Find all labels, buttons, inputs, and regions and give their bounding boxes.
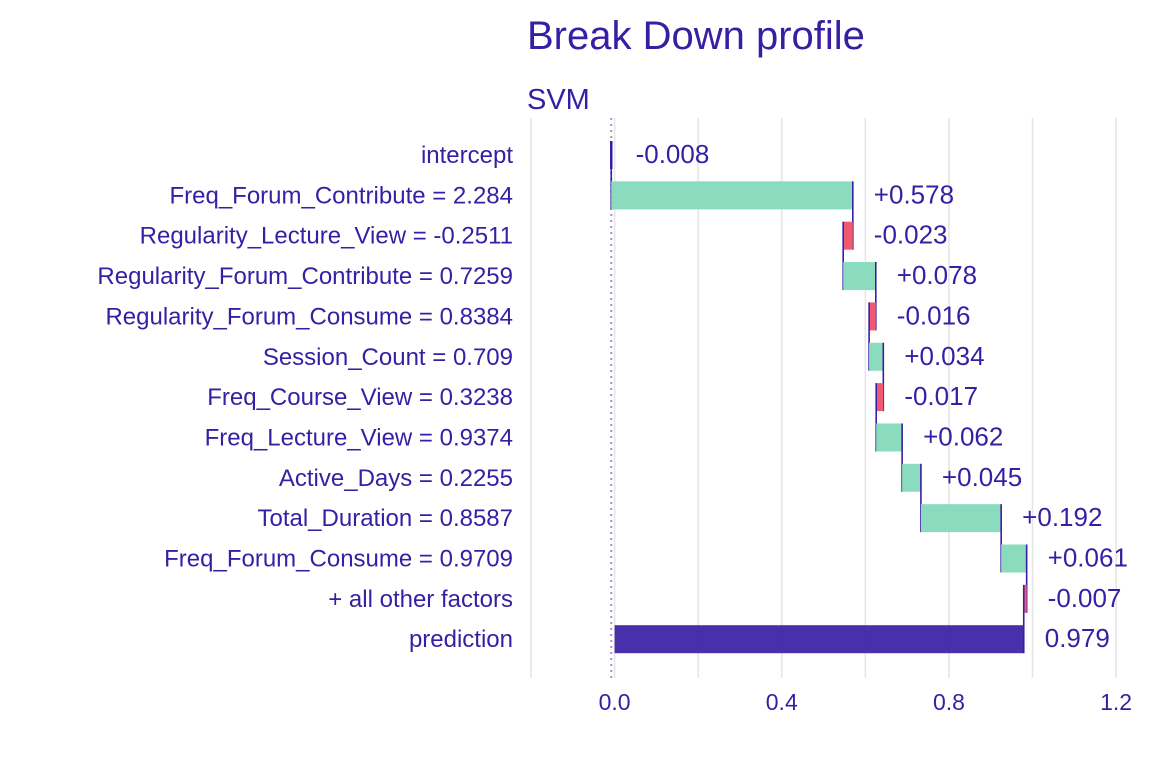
value-label: -0.008 (636, 139, 710, 169)
value-label: -0.016 (897, 300, 971, 330)
y-category-label: Active_Days = 0.2255 (279, 465, 513, 492)
y-category-label: + all other factors (328, 586, 513, 613)
y-category-label: Freq_Course_View = 0.3238 (207, 384, 513, 411)
value-label: +0.034 (904, 341, 984, 371)
value-label: +0.061 (1048, 543, 1128, 573)
x-tick-label: 1.2 (1100, 689, 1132, 715)
bar-negative (843, 221, 853, 250)
value-label: +0.045 (942, 462, 1022, 492)
value-label: +0.078 (897, 260, 977, 290)
y-category-label: Total_Duration = 0.8587 (257, 505, 513, 532)
x-tick-label: 0.8 (933, 689, 965, 715)
label-layer: 0.0 0.4 0.8 1.2 intercept -0.008 Freq_Forum_Co… (97, 139, 1132, 715)
x-tick-label: 0.0 (599, 689, 631, 715)
bar-layer (609, 141, 1028, 654)
y-category-label: Freq_Lecture_View = 0.9374 (205, 424, 513, 451)
bar-positive (920, 504, 1002, 533)
y-category-label: intercept (421, 142, 513, 169)
bar-positive (876, 423, 903, 452)
y-category-label: Regularity_Forum_Contribute = 0.7259 (97, 263, 513, 290)
bar-positive (843, 262, 876, 291)
y-category-label: Regularity_Lecture_View = -0.2511 (140, 223, 513, 250)
x-tick-label: 0.4 (766, 689, 798, 715)
grid-layer (530, 118, 1117, 678)
value-label: +0.062 (923, 421, 1003, 451)
chart-subtitle: SVM (527, 84, 590, 116)
y-category-label: Freq_Forum_Contribute = 2.284 (169, 182, 513, 209)
bar-positive (902, 463, 921, 492)
value-label: -0.007 (1048, 583, 1122, 613)
chart-title: Break Down profile (527, 14, 865, 58)
y-category-label: Regularity_Forum_Consume = 0.8384 (105, 303, 513, 330)
value-label: 0.979 (1045, 623, 1110, 653)
value-label: -0.017 (904, 381, 978, 411)
value-label: -0.023 (874, 220, 948, 250)
bar-negative (876, 383, 884, 412)
bar-positive (1001, 544, 1027, 573)
bar-negative (869, 302, 876, 331)
bar-positive (869, 342, 884, 371)
y-category-label: Session_Count = 0.709 (263, 344, 513, 371)
bar-prediction (614, 625, 1024, 654)
y-category-label: prediction (409, 626, 513, 653)
y-category-label: Freq_Forum_Consume = 0.9709 (164, 546, 513, 573)
bar-negative (1023, 584, 1027, 613)
value-label: +0.192 (1022, 502, 1102, 532)
value-label: +0.578 (874, 179, 954, 209)
bar-positive (611, 181, 853, 210)
